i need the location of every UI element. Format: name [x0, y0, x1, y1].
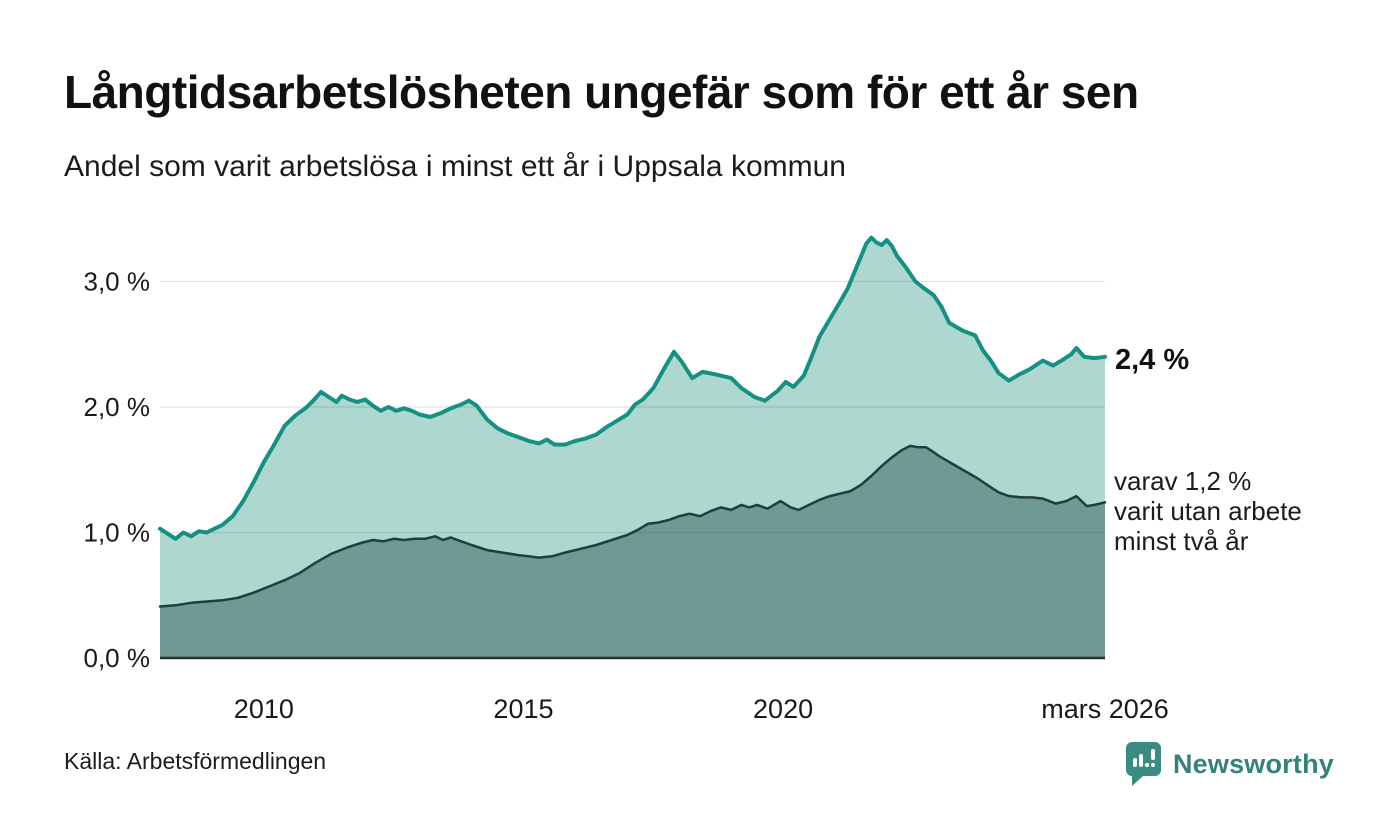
- area-chart: 0,0 % 1,0 % 2,0 % 3,0 % 2010 2015 2020 mars 202…: [84, 235, 1169, 724]
- series-line-1: [158, 444, 1107, 608]
- x-tick-label: 2010: [234, 694, 294, 724]
- secondary-annotation-line: varav 1,2 %: [1114, 466, 1252, 496]
- newsworthy-logo: Newsworthy: [1125, 740, 1334, 788]
- series-line-0: [158, 235, 1107, 541]
- y-tick-label: 1,0 %: [84, 517, 151, 547]
- series-fill-1: [160, 445, 1105, 658]
- newsworthy-wordmark: Newsworthy: [1172, 748, 1334, 779]
- y-tick-label: 2,0 %: [84, 392, 151, 422]
- x-tick-label: mars 2026: [1041, 694, 1169, 724]
- source-note: Källa: Arbetsförmedlingen: [64, 748, 327, 774]
- secondary-annotation: varav 1,2 % varit utan arbete minst två …: [1114, 466, 1302, 556]
- secondary-annotation-line: varit utan arbete: [1114, 496, 1302, 526]
- x-tick-label: 2020: [753, 694, 813, 724]
- y-tick-label: 3,0 %: [84, 266, 151, 296]
- x-tick-label: 2015: [493, 694, 553, 724]
- page-title: Långtidsarbetslösheten ungefär som för e…: [64, 66, 1139, 118]
- secondary-annotation-line: minst två år: [1114, 526, 1249, 556]
- newsworthy-logo-icon: [1125, 742, 1161, 786]
- chart-subtitle: Andel som varit arbetslösa i minst ett å…: [64, 150, 846, 183]
- end-value-label: 2,4 %: [1115, 344, 1190, 376]
- y-tick-label: 0,0 %: [84, 643, 151, 673]
